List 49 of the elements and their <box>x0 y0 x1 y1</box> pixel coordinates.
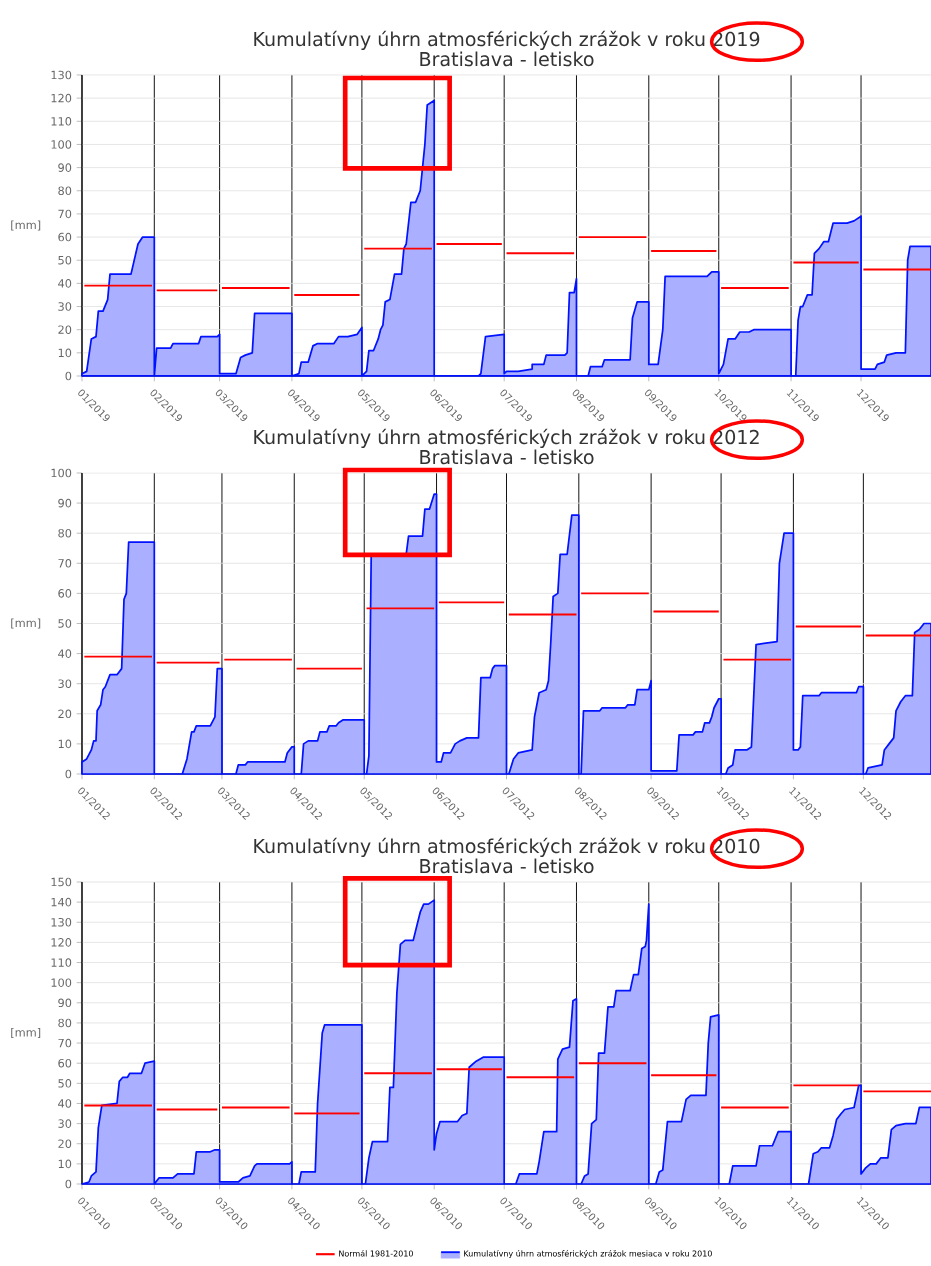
y-axis-title: [mm] <box>11 1027 41 1039</box>
y-tick-label: 90 <box>58 498 72 508</box>
y-tick-label: 70 <box>58 559 72 568</box>
y-tick-label: 10 <box>58 739 72 749</box>
y-tick-label: 80 <box>58 528 72 538</box>
y-tick-label: 50 <box>58 1079 72 1088</box>
legend-label: Normál 1981-2010 <box>339 1250 413 1257</box>
y-axis-title: [mm] <box>11 220 41 231</box>
y-tick-label: 80 <box>58 1018 72 1028</box>
chart-subtitle: Bratislava - letisko <box>420 51 594 67</box>
y-tick-label: 60 <box>58 589 72 598</box>
y-tick-label: 20 <box>58 325 72 334</box>
y-tick-label: 110 <box>51 117 72 126</box>
y-tick-label: 40 <box>58 649 72 658</box>
y-tick-label: 60 <box>58 1058 72 1068</box>
y-tick-label: 50 <box>58 255 72 265</box>
y-tick-label: 0 <box>65 1179 72 1189</box>
legend-label: Kumulatívny úhrn atmosférických zrážok mesiaca v roku 2010 <box>464 1250 712 1259</box>
y-tick-label: 20 <box>58 709 72 719</box>
y-tick-label: 130 <box>51 70 72 80</box>
y-tick-label: 0 <box>65 769 72 779</box>
y-tick-label: 90 <box>58 998 72 1008</box>
y-tick-label: 60 <box>58 232 72 242</box>
y-tick-label: 110 <box>51 958 72 967</box>
y-tick-label: 30 <box>58 302 72 311</box>
y-tick-label: 120 <box>51 93 72 103</box>
y-tick-label: 10 <box>58 1159 72 1169</box>
y-tick-label: 120 <box>51 938 72 947</box>
y-tick-label: 40 <box>58 1099 72 1108</box>
y-axis-title: [mm] <box>11 618 41 629</box>
y-tick-label: 130 <box>51 917 72 927</box>
y-tick-label: 10 <box>58 348 72 358</box>
y-tick-label: 100 <box>51 978 72 987</box>
y-tick-label: 0 <box>65 371 72 381</box>
y-tick-label: 150 <box>51 877 72 887</box>
y-tick-label: 20 <box>58 1139 72 1149</box>
y-tick-label: 100 <box>51 140 72 149</box>
y-tick-label: 30 <box>58 679 72 688</box>
y-tick-label: 80 <box>58 186 72 196</box>
y-tick-label: 100 <box>51 468 72 478</box>
y-tick-label: 30 <box>58 1119 72 1128</box>
y-tick-label: 70 <box>58 1038 72 1048</box>
chart-subtitle: Bratislava - letisko <box>420 858 594 874</box>
y-tick-label: 90 <box>58 163 72 172</box>
y-tick-label: 140 <box>51 897 72 907</box>
y-tick-label: 70 <box>58 209 72 219</box>
chart-subtitle: Bratislava - letisko <box>420 449 594 465</box>
y-tick-label: 50 <box>58 619 72 628</box>
y-tick-label: 40 <box>58 279 72 288</box>
